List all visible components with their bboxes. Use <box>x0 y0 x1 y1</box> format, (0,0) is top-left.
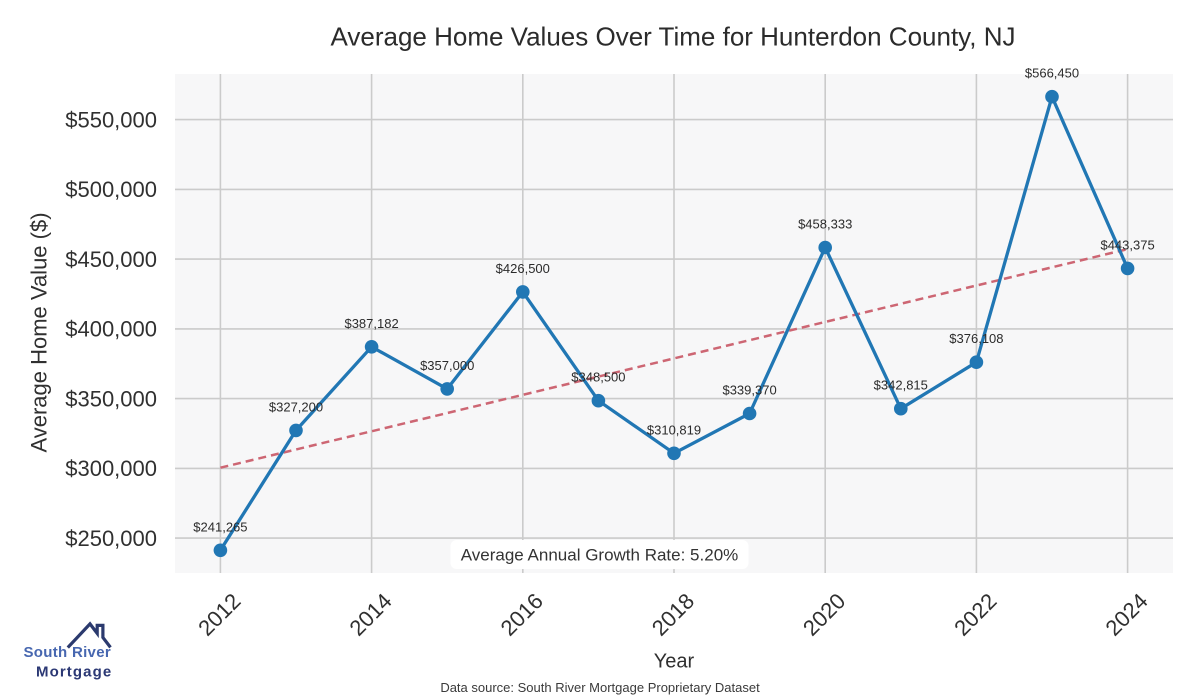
svg-text:$342,815: $342,815 <box>874 378 928 393</box>
svg-text:2014: 2014 <box>344 588 396 640</box>
svg-text:$376,108: $376,108 <box>949 331 1003 346</box>
svg-text:$458,333: $458,333 <box>798 217 852 232</box>
svg-text:$387,182: $387,182 <box>344 316 398 331</box>
svg-text:$310,819: $310,819 <box>647 422 701 437</box>
svg-text:2012: 2012 <box>193 588 245 640</box>
svg-text:$241,265: $241,265 <box>193 519 247 534</box>
svg-text:2016: 2016 <box>496 588 548 640</box>
svg-text:2024: 2024 <box>1100 588 1152 640</box>
svg-text:$443,375: $443,375 <box>1100 237 1154 252</box>
svg-text:$400,000: $400,000 <box>65 317 157 342</box>
svg-text:$327,200: $327,200 <box>269 399 323 414</box>
svg-text:$339,370: $339,370 <box>722 383 776 398</box>
svg-text:$500,000: $500,000 <box>65 177 157 202</box>
svg-text:$357,000: $357,000 <box>420 358 474 373</box>
svg-text:$450,000: $450,000 <box>65 247 157 272</box>
svg-text:Average Home Values Over Time: Average Home Values Over Time for Hunter… <box>331 22 1016 52</box>
svg-text:2022: 2022 <box>949 588 1001 640</box>
svg-text:2018: 2018 <box>647 588 699 640</box>
svg-text:Year: Year <box>654 651 695 673</box>
svg-text:2020: 2020 <box>798 588 850 640</box>
svg-text:$250,000: $250,000 <box>65 526 157 551</box>
svg-text:$426,500: $426,500 <box>496 261 550 276</box>
svg-text:$348,500: $348,500 <box>571 370 625 385</box>
svg-text:South River: South River <box>24 644 111 661</box>
svg-text:$566,450: $566,450 <box>1025 66 1079 81</box>
svg-text:$300,000: $300,000 <box>65 456 157 481</box>
svg-text:$350,000: $350,000 <box>65 386 157 411</box>
svg-text:Average Annual Growth Rate: 5.: Average Annual Growth Rate: 5.20% <box>461 546 739 565</box>
svg-text:$550,000: $550,000 <box>65 107 157 132</box>
svg-text:Mortgage: Mortgage <box>36 664 112 681</box>
svg-text:Average Home Value ($): Average Home Value ($) <box>27 212 52 452</box>
svg-text:Data source: South River Mortg: Data source: South River Mortgage Propri… <box>440 680 760 695</box>
